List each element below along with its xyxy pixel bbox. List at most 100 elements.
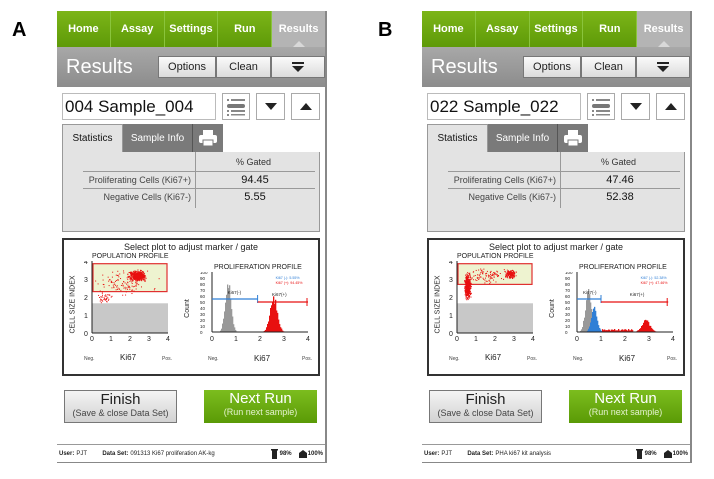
svg-text:0: 0 <box>200 330 203 335</box>
population-title: POPULATION PROFILE <box>92 253 169 260</box>
population-ylabel: CELL SIZE INDEX <box>69 275 77 334</box>
storage-icon <box>270 448 278 459</box>
plots-hint: Select plot to adjust marker / gate <box>488 242 624 252</box>
proliferation-profile-plot[interactable]: PROLIFERATION PROFILE Count 0 1 2 3 4 0 10 20 30… <box>184 253 324 371</box>
svg-text:0: 0 <box>455 336 459 343</box>
svg-text:0: 0 <box>565 330 568 335</box>
sample-list-button[interactable] <box>221 93 251 120</box>
svg-text:4: 4 <box>84 261 88 266</box>
svg-text:1: 1 <box>449 313 453 320</box>
menu-dropdown-button[interactable] <box>271 56 325 78</box>
population-neg-label: Neg. <box>84 356 95 362</box>
device-screen-b: Home Assay Settings Run Results Results … <box>422 11 692 463</box>
svg-text:1: 1 <box>599 336 603 343</box>
svg-text:3: 3 <box>512 336 516 343</box>
page-title: Results <box>66 55 133 78</box>
status-bar: User: PJT Data Set: PHA ki67 kit analysi… <box>422 444 690 462</box>
status-bar: User: PJT Data Set: 091313 Ki67 prolifer… <box>57 444 325 462</box>
svg-text:10: 10 <box>565 324 571 329</box>
sample-list-button[interactable] <box>586 93 616 120</box>
nav-tab-home[interactable]: Home <box>422 11 476 47</box>
svg-text:30: 30 <box>565 312 571 317</box>
proliferation-neg-label: Neg. <box>573 356 584 362</box>
tab-statistics[interactable]: Statistics <box>62 124 123 152</box>
population-profile-plot[interactable]: POPULATION PROFILE CELL SIZE INDEX 0 1 2 3 4… <box>66 253 178 371</box>
nav-tab-run[interactable]: Run <box>583 11 638 47</box>
row-label: Proliferating Cells (Ki67+) <box>88 175 191 185</box>
nav-tab-home[interactable]: Home <box>57 11 111 47</box>
row-value: 47.46 <box>606 174 634 186</box>
nav-tab-results[interactable]: Results <box>637 11 690 47</box>
tab-sample-info[interactable]: Sample Info <box>488 124 557 152</box>
options-button[interactable]: Options <box>523 56 581 78</box>
clean-button[interactable]: Clean <box>216 56 271 78</box>
population-profile-plot[interactable]: POPULATION PROFILE CELL SIZE INDEX 0 1 2 3 4… <box>431 253 543 371</box>
column-header-gated: % Gated <box>235 157 272 167</box>
table-row: Proliferating Cells (Ki67+) 94.45 <box>83 171 315 188</box>
row-value: 5.55 <box>244 191 266 203</box>
population-pos-label: Pos. <box>162 356 173 362</box>
nav-tab-run[interactable]: Run <box>218 11 273 47</box>
page-title: Results <box>431 55 498 78</box>
svg-text:1: 1 <box>109 336 113 343</box>
next-run-button[interactable]: Next Run (Run next sample) <box>204 390 317 423</box>
next-run-label: Next Run <box>229 390 292 407</box>
proliferation-ylabel: Count <box>548 299 556 318</box>
list-icon <box>227 98 246 116</box>
svg-text:4: 4 <box>671 336 675 343</box>
previous-sample-button[interactable] <box>291 93 320 120</box>
statistics-table: % Gated Proliferating Cells (Ki67+) 47.4… <box>427 152 685 232</box>
svg-text:0: 0 <box>449 331 453 338</box>
print-button[interactable] <box>557 124 588 152</box>
options-button[interactable]: Options <box>158 56 216 78</box>
next-sample-button[interactable] <box>256 93 286 120</box>
printer-icon <box>199 130 217 147</box>
table-row: Negative Cells (Ki67-) 5.55 <box>83 188 315 205</box>
previous-sample-button[interactable] <box>656 93 685 120</box>
nav-tab-settings[interactable]: Settings <box>165 11 219 47</box>
print-button[interactable] <box>192 124 223 152</box>
proliferation-profile-plot[interactable]: PROLIFERATION PROFILE Count 0 1 2 3 4 0 10 20 30… <box>549 253 689 371</box>
population-xlabel: Ki67 <box>485 353 502 362</box>
finish-button[interactable]: Finish (Save & close Data Set) <box>64 390 177 423</box>
row-label: Negative Cells (Ki67-) <box>468 192 556 202</box>
results-tabs: Statistics Sample Info <box>427 124 690 152</box>
tab-sample-info[interactable]: Sample Info <box>123 124 192 152</box>
tab-statistics[interactable]: Statistics <box>427 124 488 152</box>
sample-name-field[interactable]: 004 Sample_004 <box>62 93 216 120</box>
svg-text:70: 70 <box>565 288 571 293</box>
dataset-label: Data Set: <box>467 450 494 457</box>
svg-text:3: 3 <box>84 277 88 284</box>
nav-tab-settings[interactable]: Settings <box>530 11 584 47</box>
sample-selector: 022 Sample_022 <box>422 87 690 124</box>
menu-dropdown-button[interactable] <box>636 56 690 78</box>
svg-text:3: 3 <box>147 336 151 343</box>
svg-text:10: 10 <box>200 324 206 329</box>
storage-value: 98% <box>644 450 657 457</box>
next-run-button[interactable]: Next Run (Run next sample) <box>569 390 682 423</box>
row-value: 52.38 <box>606 191 634 203</box>
battery-value: 100% <box>307 450 323 457</box>
svg-text:30: 30 <box>200 312 206 317</box>
finish-button[interactable]: Finish (Save & close Data Set) <box>429 390 542 423</box>
nav-tab-assay[interactable]: Assay <box>476 11 530 47</box>
nav-tab-assay[interactable]: Assay <box>111 11 165 47</box>
user-value: PJT <box>76 450 88 457</box>
proliferation-xlabel: Ki67 <box>619 354 636 363</box>
next-sample-button[interactable] <box>621 93 651 120</box>
dataset-value: PHA ki67 kit analysis <box>495 450 552 457</box>
svg-text:2: 2 <box>623 336 627 343</box>
svg-text:50: 50 <box>565 300 571 305</box>
nav-tab-results[interactable]: Results <box>272 11 325 47</box>
clean-button[interactable]: Clean <box>581 56 636 78</box>
proliferation-pos-label: Pos. <box>302 356 313 362</box>
svg-text:40: 40 <box>200 306 206 311</box>
main-nav: Home Assay Settings Run Results <box>422 11 690 47</box>
svg-text:0: 0 <box>210 336 214 343</box>
svg-text:1: 1 <box>84 313 88 320</box>
population-pos-label: Pos. <box>527 356 538 362</box>
sample-name-field[interactable]: 022 Sample_022 <box>427 93 581 120</box>
user-label: User: <box>424 450 440 457</box>
proliferation-pos-label: Pos. <box>667 356 678 362</box>
